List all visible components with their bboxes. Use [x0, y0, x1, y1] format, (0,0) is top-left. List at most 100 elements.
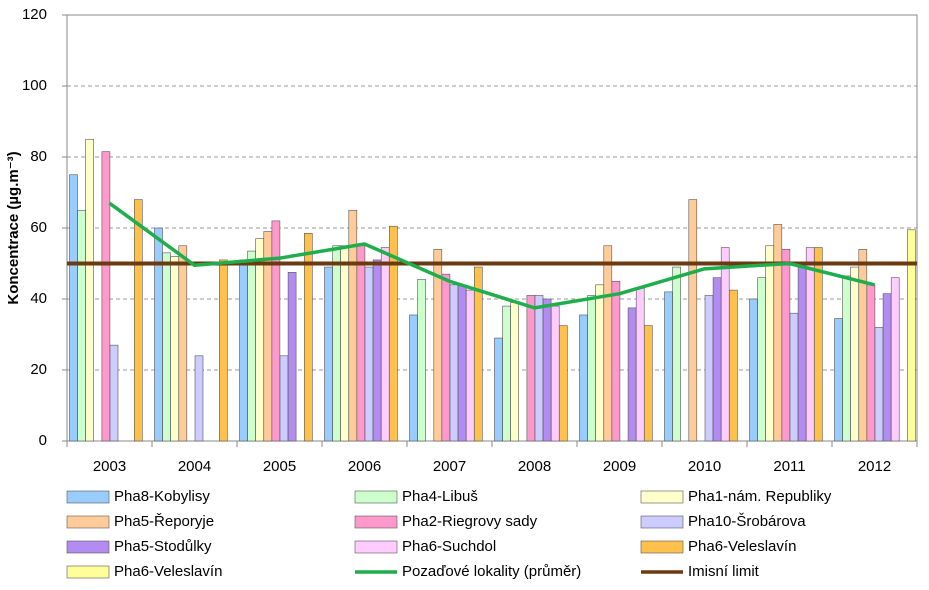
bar: [866, 284, 876, 442]
bar: [178, 245, 188, 442]
bar: [372, 259, 382, 442]
bar: [409, 314, 418, 442]
y-axis-label: Koncentrace (µg.m⁻³): [5, 151, 22, 304]
legend-swatch: [66, 565, 110, 579]
legend-label: Pha4-Libuš: [402, 488, 478, 505]
bar: [611, 280, 621, 442]
bar: [473, 266, 483, 442]
legend-swatch: [640, 490, 684, 504]
bar: [842, 275, 851, 442]
bar: [303, 233, 313, 442]
y-tick-label: 80: [30, 148, 47, 165]
bar: [510, 302, 520, 442]
bar: [194, 355, 204, 442]
bar: [773, 224, 783, 442]
legend-swatch: [66, 540, 110, 554]
legend-label: Pha6-Veleslavín: [114, 563, 222, 580]
legend-label: Pha8-Kobylisy: [114, 488, 210, 505]
bar: [287, 272, 297, 442]
bar: [882, 293, 892, 442]
bar: [550, 305, 560, 442]
bar: [154, 227, 163, 442]
legend-label: Imisní limit: [688, 563, 760, 580]
legend-label: Pha5-Stodůlky: [114, 538, 212, 555]
y-tick-label: 60: [30, 219, 47, 236]
bar: [380, 247, 390, 442]
bar: [789, 312, 799, 442]
bar: [162, 252, 171, 442]
bar: [388, 225, 398, 442]
bar: [77, 209, 86, 442]
x-tick-label: 2012: [858, 458, 891, 475]
legend-label: Pha5-Řeporyje: [114, 513, 214, 530]
bar: [805, 247, 815, 442]
x-tick-label: 2007: [433, 458, 466, 475]
bar: [728, 289, 738, 442]
bar: [340, 245, 350, 442]
bar: [664, 291, 673, 442]
bar: [69, 174, 78, 442]
bar: [712, 277, 722, 442]
bar: [643, 325, 653, 442]
bar: [603, 245, 613, 442]
legend-swatch: [640, 540, 684, 554]
bar: [587, 295, 596, 442]
bar: [457, 284, 467, 442]
bar: [134, 199, 143, 442]
bar: [441, 273, 451, 442]
legend-label: Pha6-Veleslavín: [688, 538, 796, 555]
bar: [356, 245, 366, 442]
legend-swatch: [354, 515, 398, 529]
bar: [542, 298, 552, 442]
bar: [255, 238, 264, 442]
bar: [720, 247, 730, 442]
y-tick-label: 20: [30, 361, 47, 378]
bar: [558, 325, 568, 442]
bar: [672, 266, 681, 442]
bar: [271, 220, 281, 442]
bar: [890, 277, 900, 442]
legend-swatch: [66, 515, 110, 529]
bar: [907, 229, 916, 442]
x-tick-label: 2009: [603, 458, 636, 475]
legend-swatch: [354, 540, 398, 554]
bar: [247, 250, 256, 442]
bar: [417, 279, 426, 442]
bar: [635, 288, 645, 442]
legend-label: Pha10-Šrobárova: [688, 513, 806, 530]
bar: [101, 151, 111, 442]
legend-label: Pozaďové lokality (průměr): [402, 563, 581, 580]
bar: [858, 249, 868, 442]
bar: [627, 307, 637, 442]
bar: [704, 295, 714, 442]
bar: [534, 295, 544, 442]
bar: [85, 138, 94, 442]
legend-label: Pha6-Suchdol: [402, 538, 496, 555]
y-tick-label: 100: [22, 77, 47, 94]
bar: [364, 266, 374, 442]
legend-label: Pha2-Riegrovy sady: [402, 513, 538, 530]
bar: [757, 277, 766, 442]
bar: [813, 247, 823, 442]
legend-label: Pha1-nám. Republiky: [688, 488, 832, 505]
legend-swatch: [640, 515, 684, 529]
bar: [850, 266, 860, 442]
bar: [465, 289, 475, 442]
x-tick-label: 2008: [518, 458, 551, 475]
x-tick-label: 2005: [263, 458, 296, 475]
bar: [449, 284, 459, 442]
bar: [595, 284, 605, 442]
y-tick-label: 120: [22, 6, 47, 23]
bar: [688, 199, 698, 442]
y-tick-label: 40: [30, 290, 47, 307]
bar: [494, 337, 503, 442]
bar: [332, 245, 341, 442]
bar: [109, 344, 119, 442]
bar: [526, 295, 536, 442]
bar: [797, 266, 807, 442]
bar: [579, 314, 588, 442]
bar: [502, 305, 511, 442]
bar: [749, 298, 758, 442]
legend-swatch: [66, 490, 110, 504]
bar: [781, 249, 791, 442]
